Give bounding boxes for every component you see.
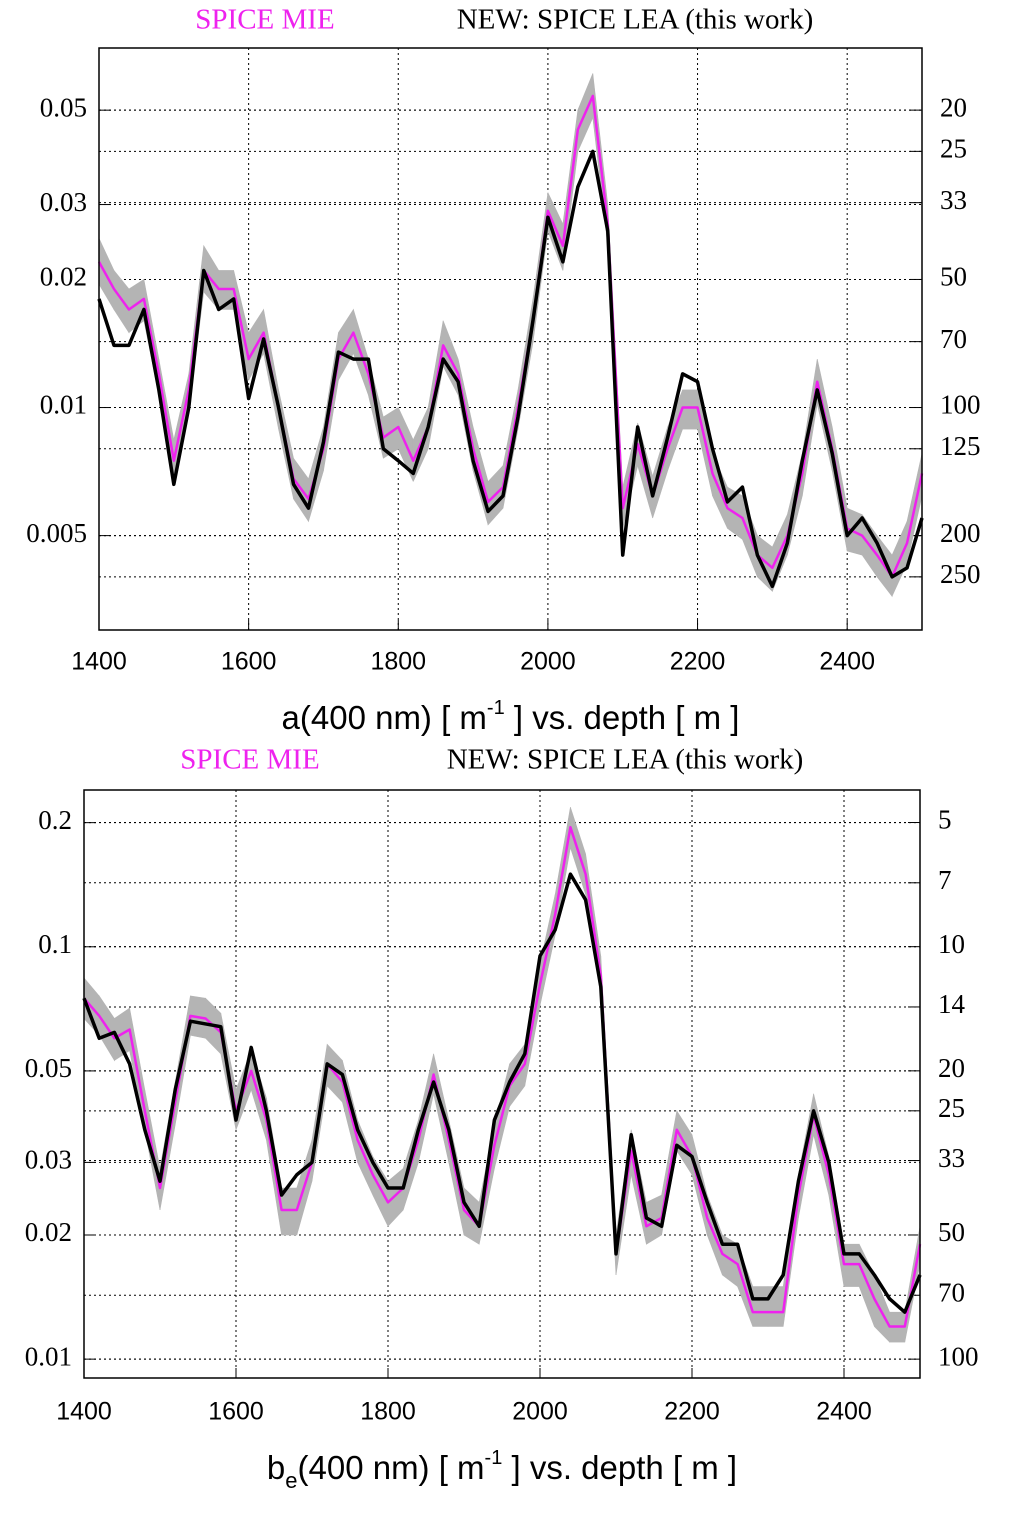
y2-tick-label: 14 xyxy=(938,989,966,1019)
legend-entry: NEW: SPICE LEA (this work) xyxy=(457,4,814,36)
y-tick-label: 0.01 xyxy=(40,390,87,420)
y2-tick-label: 100 xyxy=(938,1341,979,1371)
y2-tick-label: 20 xyxy=(940,92,967,122)
y-tick-label: 0.02 xyxy=(25,1217,72,1247)
x-axis-label: be(400 nm) [ m-1 ] vs. depth [ m ] xyxy=(267,1447,737,1493)
y-tick-label: 0.03 xyxy=(40,187,87,217)
y-tick-label: 0.2 xyxy=(38,805,72,835)
y2-tick-label: 25 xyxy=(938,1093,965,1123)
panel: 1400 1600 1800 2000 2200 2400 0.05 0.03 0.02 0.01… xyxy=(26,4,980,736)
data-line xyxy=(97,149,924,589)
error-band xyxy=(387,1167,404,1228)
x-axis-label-part: -1 xyxy=(485,1447,503,1469)
x-tick-label: 1400 xyxy=(71,648,127,676)
x-tick-label: 1600 xyxy=(208,1398,264,1426)
y2-tick-label: 70 xyxy=(938,1277,965,1307)
x-tick-label: 2400 xyxy=(816,1398,872,1426)
x-axis-label-part: a(400 nm) [ m xyxy=(282,699,487,736)
x-axis-label-part: e xyxy=(285,1468,297,1493)
y-tick-label: 0.03 xyxy=(25,1145,72,1175)
x-axis-label: a(400 nm) [ m-1 ] vs. depth [ m ] xyxy=(282,697,740,735)
x-tick-label: 2000 xyxy=(520,648,576,676)
y2-tick-label: 25 xyxy=(940,134,967,164)
data-line xyxy=(83,825,922,1328)
y2-tick-label: 33 xyxy=(940,185,967,215)
x-tick-label: 1800 xyxy=(360,1398,416,1426)
y2-tick-label: 250 xyxy=(940,559,981,589)
legend-entry: NEW: SPICE LEA (this work) xyxy=(447,744,804,776)
y2-tick-label: 50 xyxy=(938,1217,965,1247)
y2-tick-label: 10 xyxy=(938,929,965,959)
plot-frame xyxy=(98,47,923,631)
y-tick-label: 0.05 xyxy=(40,92,87,122)
x-tick-label: 2200 xyxy=(670,648,726,676)
y2-tick-label: 20 xyxy=(938,1053,965,1083)
x-tick-label: 1400 xyxy=(56,1398,112,1426)
y-tick-label: 0.05 xyxy=(25,1053,72,1083)
y-tick-label: 0.02 xyxy=(40,262,87,292)
panel: 1400 1600 1800 2000 2200 2400 0.2 0.1 0.05 0.03 0.… xyxy=(25,744,979,1494)
y2-tick-label: 7 xyxy=(938,865,952,895)
x-axis-label-part: ] vs. depth [ m ] xyxy=(502,1449,737,1486)
x-axis-label-part: (400 nm) [ m xyxy=(298,1449,485,1486)
y2-tick-label: 200 xyxy=(940,518,981,548)
legend-entry: SPICE MIE xyxy=(195,4,334,36)
y2-tick-label: 125 xyxy=(940,431,981,461)
y2-tick-label: 33 xyxy=(938,1143,965,1173)
y2-tick-label: 70 xyxy=(940,324,967,354)
x-axis-label-part: b xyxy=(267,1449,285,1486)
error-band xyxy=(682,389,698,430)
plot-frame xyxy=(83,789,921,1379)
y2-tick-label: 50 xyxy=(940,262,967,292)
y2-tick-label: 100 xyxy=(940,390,981,420)
legend-entry: SPICE MIE xyxy=(180,744,319,776)
x-tick-label: 2400 xyxy=(819,648,875,676)
x-tick-label: 1800 xyxy=(370,648,426,676)
x-tick-label: 1600 xyxy=(221,648,277,676)
y-tick-label: 0.1 xyxy=(38,929,72,959)
data-line xyxy=(82,872,922,1314)
y-tick-label: 0.01 xyxy=(25,1341,72,1371)
error-band xyxy=(113,269,130,334)
x-tick-label: 2200 xyxy=(664,1398,720,1426)
x-axis-label-part: ] vs. depth [ m ] xyxy=(505,699,740,736)
y-tick-label: 0.005 xyxy=(26,518,87,548)
error-band xyxy=(281,1187,298,1236)
x-tick-label: 2000 xyxy=(512,1398,568,1426)
y2-tick-label: 5 xyxy=(938,805,952,835)
x-axis-label-part: -1 xyxy=(487,697,505,719)
error-band xyxy=(752,1286,769,1327)
